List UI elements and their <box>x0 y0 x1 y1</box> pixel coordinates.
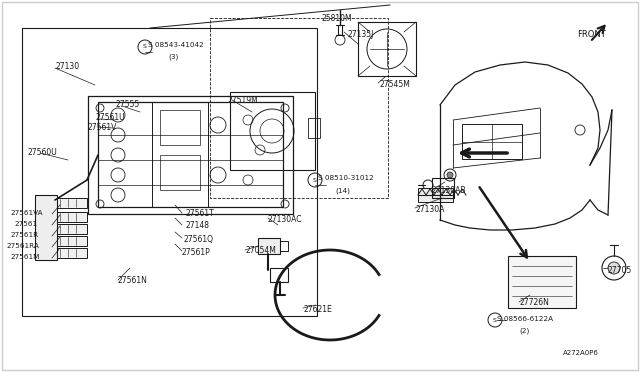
Text: 27561U: 27561U <box>95 113 125 122</box>
Text: (2): (2) <box>519 328 529 334</box>
Text: 27555: 27555 <box>115 100 140 109</box>
Text: 27561VA: 27561VA <box>10 210 43 216</box>
Circle shape <box>447 172 453 178</box>
Text: (3): (3) <box>168 54 179 61</box>
Bar <box>258 238 280 254</box>
Bar <box>270 268 288 282</box>
Text: 27130A: 27130A <box>415 205 444 214</box>
Bar <box>35 195 57 260</box>
Text: S 08566-6122A: S 08566-6122A <box>497 316 553 322</box>
Text: 27561N: 27561N <box>118 276 148 285</box>
Text: S 08510-31012: S 08510-31012 <box>318 175 374 181</box>
Text: 27561Q: 27561Q <box>183 235 213 244</box>
Bar <box>462 124 522 159</box>
Text: S: S <box>313 177 317 183</box>
Bar <box>432 178 454 198</box>
Text: 27705: 27705 <box>608 266 632 275</box>
Text: 27560U: 27560U <box>28 148 58 157</box>
Bar <box>418 188 453 202</box>
Bar <box>55 224 87 234</box>
Text: 27054M: 27054M <box>245 246 276 255</box>
Bar <box>160 110 200 145</box>
Bar <box>88 96 293 214</box>
Bar <box>22 28 317 316</box>
Bar <box>508 256 576 308</box>
Text: A272A0P6: A272A0P6 <box>563 350 599 356</box>
Text: 27561: 27561 <box>14 221 37 227</box>
Text: S: S <box>143 45 147 49</box>
Bar <box>358 22 416 76</box>
Text: 27561T: 27561T <box>185 209 214 218</box>
Text: 27545M: 27545M <box>380 80 411 89</box>
Text: FRONT: FRONT <box>577 30 605 39</box>
Text: 27561RA: 27561RA <box>6 243 39 249</box>
Text: 27621E: 27621E <box>303 305 332 314</box>
Text: 27130AC: 27130AC <box>268 215 303 224</box>
Bar <box>308 118 320 138</box>
Bar <box>98 102 283 207</box>
Text: S 08543-41042: S 08543-41042 <box>148 42 204 48</box>
Bar <box>55 212 87 222</box>
Text: 27561V: 27561V <box>88 123 117 132</box>
Text: 27561P: 27561P <box>182 248 211 257</box>
Text: 27519M: 27519M <box>228 96 259 105</box>
Text: 25810M: 25810M <box>322 14 353 23</box>
Text: (14): (14) <box>335 187 350 193</box>
Text: 27561M: 27561M <box>10 254 40 260</box>
Circle shape <box>608 262 620 274</box>
Bar <box>55 248 87 258</box>
Text: 27135J: 27135J <box>348 30 374 39</box>
Text: S: S <box>493 317 497 323</box>
Bar <box>55 198 87 208</box>
Text: 27561R: 27561R <box>10 232 38 238</box>
Text: 27726N: 27726N <box>519 298 549 307</box>
Text: 27130: 27130 <box>55 62 79 71</box>
Bar <box>160 155 200 190</box>
Text: 27130AB: 27130AB <box>432 186 467 195</box>
Bar <box>230 92 315 170</box>
Bar <box>280 241 288 251</box>
Text: 27148: 27148 <box>185 221 209 230</box>
Bar <box>210 18 388 198</box>
Bar <box>55 236 87 246</box>
